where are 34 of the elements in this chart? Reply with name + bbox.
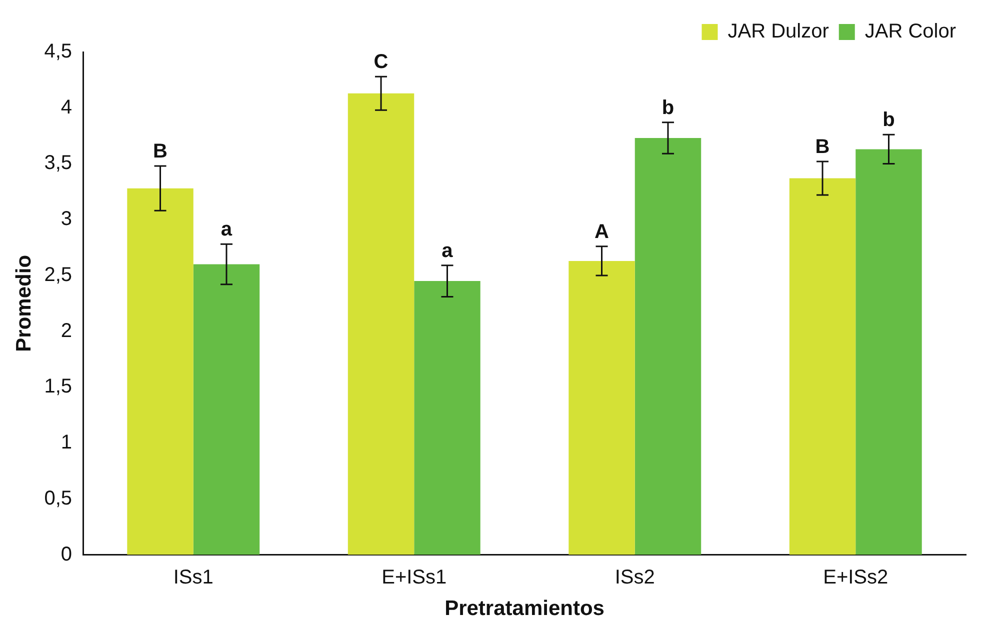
legend-label: JAR Color	[864, 20, 956, 43]
y-tick-label: 0,5	[44, 487, 72, 510]
x-axis-title: Pretratamientos	[444, 597, 604, 620]
annotation: C	[374, 51, 388, 74]
bar	[414, 281, 480, 555]
y-tick-label: 2,5	[44, 264, 72, 286]
x-tick-label: ISs2	[614, 566, 655, 588]
y-tick-label: 1	[60, 432, 72, 454]
bar	[856, 149, 922, 555]
annotation: b	[882, 109, 895, 132]
annotation: B	[815, 136, 830, 158]
annotation: B	[153, 140, 168, 162]
bar	[789, 178, 856, 555]
y-tick-label: 1,5	[44, 376, 72, 398]
x-tick-label: E+ISs1	[382, 566, 447, 588]
annotation: a	[442, 240, 454, 262]
annotation: A	[594, 220, 609, 243]
annotation: b	[662, 96, 674, 119]
y-tick-label: 0	[60, 543, 72, 566]
bar	[127, 188, 194, 555]
legend-label: JAR Dulzor	[728, 20, 830, 43]
annotation: a	[220, 218, 233, 241]
y-tick-label: 3	[60, 208, 72, 230]
bar	[193, 264, 260, 555]
y-axis-title: Promedio	[12, 254, 36, 352]
bar	[348, 93, 414, 555]
y-tick-label: 3,5	[44, 152, 72, 174]
bar	[634, 138, 702, 555]
y-tick-label: 2	[60, 320, 72, 342]
y-tick-label: 4	[60, 96, 72, 118]
x-tick-label: ISs1	[173, 566, 214, 588]
y-tick-label: 4,5	[44, 40, 72, 63]
bar	[568, 260, 635, 555]
x-tick-label: E+ISs2	[823, 566, 888, 588]
